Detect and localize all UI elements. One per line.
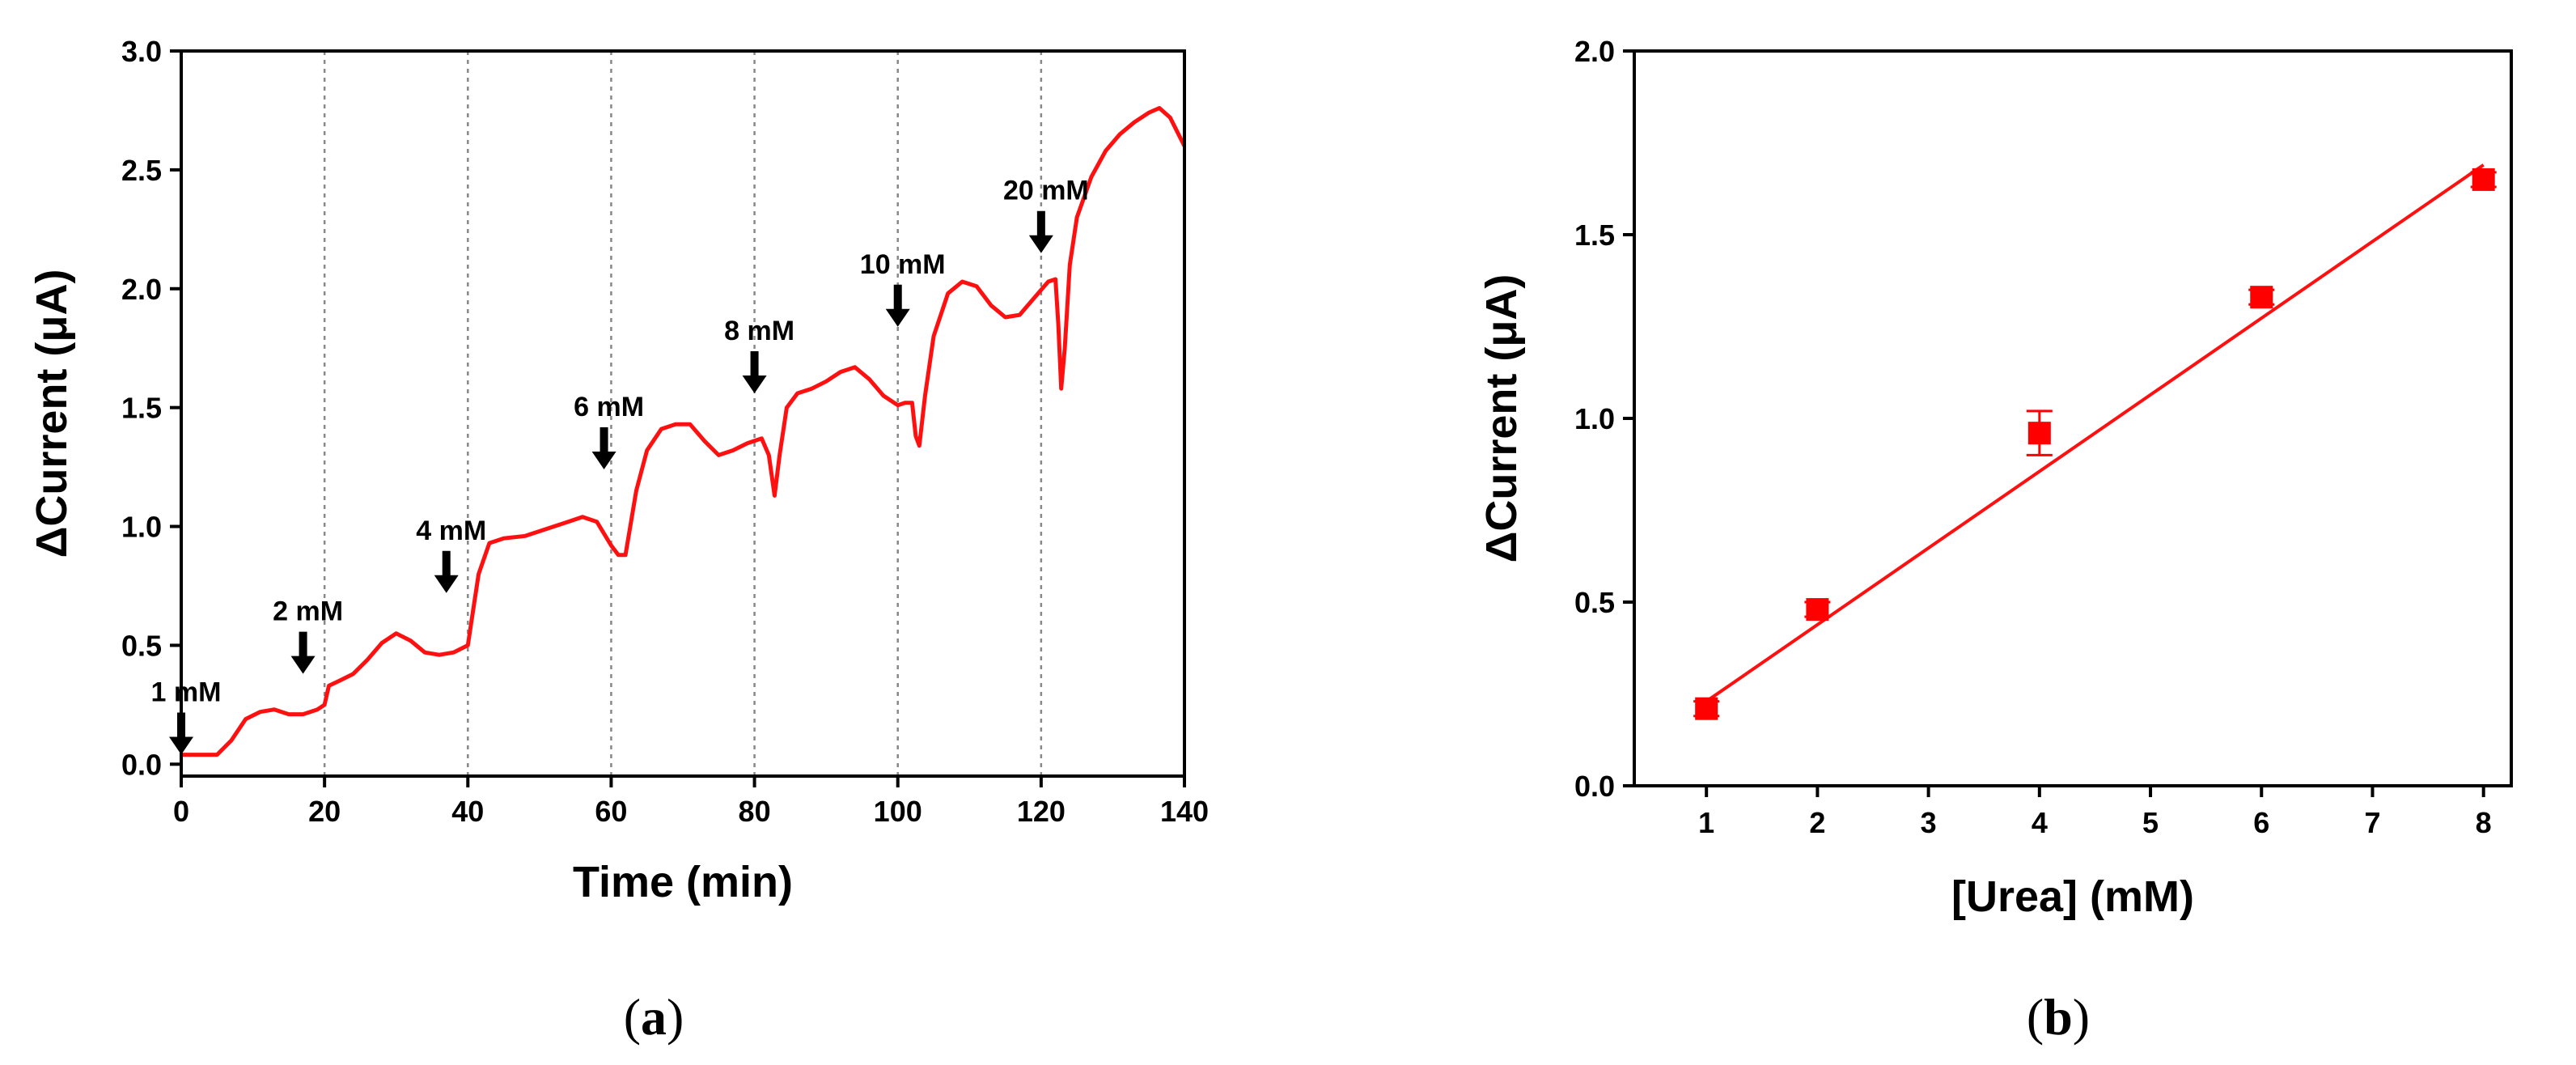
- b-y-tick-label-2: 1.0: [1574, 402, 1615, 435]
- b-marker-3: [2250, 286, 2273, 309]
- a-y-ticks: 0.0 0.5 1.0 1.5 2.0 2.5 3.0: [121, 35, 181, 781]
- caption-a: (a): [624, 988, 684, 1046]
- a-y-tick-label-2: 1.0: [121, 511, 162, 544]
- b-y-ticks: 0.0 0.5 1.0 1.5 2.0: [1574, 35, 1634, 803]
- b-marker-4: [2472, 168, 2495, 191]
- b-x-tick-label-5: 6: [2253, 806, 2269, 839]
- a-arrow-icon-4: [742, 351, 767, 394]
- a-x-tick-label-3: 60: [595, 795, 627, 828]
- a-x-tick-label-5: 100: [874, 795, 922, 828]
- a-arrow-icon-6: [1028, 210, 1053, 253]
- b-series-layer: [1693, 168, 2497, 720]
- a-annotation-5: 10 mM: [860, 249, 946, 327]
- a-y-tick-label-1: 0.5: [121, 629, 162, 662]
- a-x-tick-label-6: 120: [1017, 795, 1066, 828]
- caption-a-close: ): [667, 988, 684, 1046]
- b-plot-frame: [1633, 49, 2513, 787]
- a-arrow-icon-2: [434, 550, 459, 593]
- b-point-2: [2026, 409, 2053, 456]
- a-y-tick-label-4: 2.0: [121, 273, 162, 306]
- a-x-tick-label-0: 0: [173, 795, 189, 828]
- a-annotation-4: 8 mM: [724, 316, 794, 394]
- b-x-tick-label-1: 2: [1809, 806, 1825, 839]
- a-x-tick-label-2: 40: [451, 795, 484, 828]
- b-point-0: [1693, 697, 1720, 720]
- a-y-tick-label-5: 2.5: [121, 154, 162, 187]
- b-x-tick-label-0: 1: [1698, 806, 1714, 839]
- a-annotation-0: 1 mM: [151, 677, 222, 755]
- a-annotation-2: 4 mM: [416, 516, 486, 593]
- b-x-tick-label-2: 3: [1921, 806, 1937, 839]
- a-annotation-3: 6 mM: [574, 392, 644, 470]
- a-annotation-label-5: 10 mM: [860, 249, 946, 280]
- a-x-ticks: 0 20 40 60 80 100 120 140: [173, 776, 1209, 828]
- b-y-tick-label-4: 2.0: [1574, 35, 1615, 68]
- caption-b-close: ): [2073, 988, 2090, 1046]
- a-y-axis-title: ΔCurrent (μA): [28, 269, 76, 558]
- b-y-axis-title: ΔCurrent (μA): [1477, 274, 1526, 563]
- b-x-axis-title: [Urea] (mM): [1951, 872, 2194, 921]
- b-marker-2: [2027, 422, 2051, 445]
- b-marker-0: [1695, 697, 1718, 720]
- a-x-tick-label-1: 20: [308, 795, 341, 828]
- b-fit-line: [1705, 163, 2485, 703]
- a-y-tick-label-3: 1.5: [121, 392, 162, 425]
- panel-a-chart: 0 20 40 60 80 100 120 140 0.0 0.5 1.0 1.5 2.0 2.5 3.0…: [28, 35, 1209, 906]
- b-y-tick-label-0: 0.0: [1574, 770, 1615, 803]
- a-annotation-6: 20 mM: [1003, 176, 1089, 253]
- a-series-layer: [181, 106, 1187, 757]
- a-series-line-0: [181, 106, 1187, 757]
- b-y-tick-label-1: 0.5: [1574, 586, 1615, 619]
- a-annotation-label-6: 20 mM: [1003, 176, 1089, 206]
- b-point-3: [2248, 286, 2275, 309]
- a-annotation-1: 2 mM: [273, 596, 343, 674]
- b-x-tick-label-7: 8: [2476, 806, 2492, 839]
- a-annotation-label-4: 8 mM: [724, 316, 794, 346]
- a-y-tick-label-6: 3.0: [121, 35, 162, 68]
- b-y-tick-label-3: 1.5: [1574, 219, 1615, 252]
- caption-a-letter: a: [641, 988, 667, 1046]
- a-arrow-icon-5: [885, 284, 910, 327]
- caption-b-open: (: [2027, 988, 2044, 1046]
- a-x-tick-label-7: 140: [1160, 795, 1209, 828]
- b-x-tick-label-4: 5: [2142, 806, 2159, 839]
- a-annotation-label-1: 2 mM: [273, 596, 343, 627]
- b-x-tick-label-3: 4: [2032, 806, 2048, 839]
- b-marker-1: [1806, 598, 1829, 622]
- caption-b: (b): [2027, 988, 2090, 1046]
- b-point-4: [2470, 168, 2497, 191]
- b-point-1: [1804, 598, 1831, 622]
- caption-b-letter: b: [2044, 988, 2073, 1046]
- a-arrow-icon-1: [290, 631, 316, 674]
- panel-b-chart: 1 2 3 4 5 6 7 8 0.0 0.5 1.0 1.5 2.0 [Urea] (mM) ΔCu…: [1477, 35, 2513, 921]
- a-x-tick-label-4: 80: [739, 795, 771, 828]
- b-x-ticks: 1 2 3 4 5 6 7 8: [1698, 786, 2492, 839]
- a-arrow-icon-3: [591, 427, 616, 470]
- a-annotation-label-2: 4 mM: [416, 516, 486, 546]
- a-x-axis-title: Time (min): [573, 858, 793, 906]
- a-plot-frame: [180, 49, 1186, 778]
- a-concentration-annotations: 1 mM 2 mM 4 mM 6 mM 8 mM 10 mM 20 mM: [151, 176, 1089, 755]
- b-fit-layer: [1705, 163, 2485, 703]
- a-arrow-icon-0: [169, 712, 193, 755]
- a-y-tick-label-0: 0.0: [121, 748, 162, 781]
- a-vertical-marker-lines: [323, 51, 1043, 776]
- a-annotation-label-3: 6 mM: [574, 392, 644, 422]
- caption-a-open: (: [624, 988, 641, 1046]
- b-x-tick-label-6: 7: [2364, 806, 2380, 839]
- a-annotation-label-0: 1 mM: [151, 677, 222, 708]
